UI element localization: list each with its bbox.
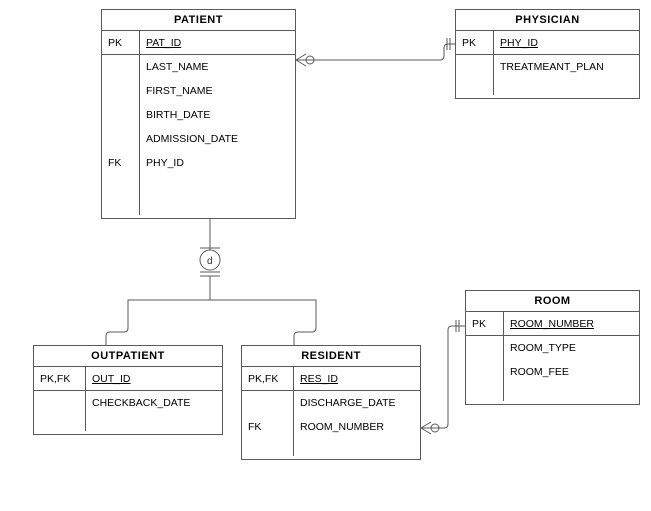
attr-cell: BIRTH_DATE bbox=[140, 103, 295, 127]
key-column: PK,FK FK bbox=[242, 367, 294, 456]
attr-cell: ROOM_NUMBER bbox=[294, 415, 420, 439]
entity-patient: PATIENT PK FK PAT_ID LAST_NAME FIRST_NAM… bbox=[101, 9, 296, 219]
attr-column: RES_ID DISCHARGE_DATE ROOM_NUMBER bbox=[294, 367, 420, 456]
attr-cell: OUT_ID bbox=[86, 367, 222, 391]
attr-cell: PHY_ID bbox=[140, 151, 295, 175]
entity-body: PK PHY_ID TREATMEANT_PLAN bbox=[456, 31, 639, 95]
key-cell: PK,FK bbox=[34, 367, 85, 391]
key-cell bbox=[102, 127, 139, 151]
attr-cell: ADMISSION_DATE bbox=[140, 127, 295, 151]
key-cell bbox=[102, 55, 139, 79]
key-cell: FK bbox=[102, 151, 139, 175]
key-cell: PK bbox=[102, 31, 139, 55]
attr-column: ROOM_NUMBER ROOM_TYPE ROOM_FEE bbox=[504, 312, 639, 401]
key-column: PK,FK bbox=[34, 367, 86, 431]
entity-physician: PHYSICIAN PK PHY_ID TREATMEANT_PLAN bbox=[455, 9, 640, 99]
entity-resident: RESIDENT PK,FK FK RES_ID DISCHARGE_DATE … bbox=[241, 345, 421, 460]
key-cell bbox=[456, 55, 493, 79]
attr-cell: RES_ID bbox=[294, 367, 420, 391]
attr-cell: CHECKBACK_DATE bbox=[86, 391, 222, 415]
discriminator-label: d bbox=[207, 256, 213, 267]
entity-title: RESIDENT bbox=[242, 346, 420, 367]
key-cell bbox=[102, 103, 139, 127]
attr-cell: ROOM_TYPE bbox=[504, 336, 639, 360]
attr-cell: FIRST_NAME bbox=[140, 79, 295, 103]
attr-cell: ROOM_FEE bbox=[504, 360, 639, 384]
entity-body: PK,FK OUT_ID CHECKBACK_DATE bbox=[34, 367, 222, 431]
entity-room: ROOM PK ROOM_NUMBER ROOM_TYPE ROOM_FEE bbox=[465, 290, 640, 405]
key-cell: PK,FK bbox=[242, 367, 293, 391]
entity-title: ROOM bbox=[466, 291, 639, 312]
attr-column: PHY_ID TREATMEANT_PLAN bbox=[494, 31, 639, 95]
entity-body: PK FK PAT_ID LAST_NAME FIRST_NAME BIRTH_… bbox=[102, 31, 295, 215]
key-cell bbox=[466, 336, 503, 360]
entity-title: PHYSICIAN bbox=[456, 10, 639, 31]
key-cell bbox=[102, 79, 139, 103]
key-column: PK bbox=[456, 31, 494, 95]
attr-cell: LAST_NAME bbox=[140, 55, 295, 79]
attr-cell: PHY_ID bbox=[494, 31, 639, 55]
key-cell bbox=[242, 391, 293, 415]
attr-column: PAT_ID LAST_NAME FIRST_NAME BIRTH_DATE A… bbox=[140, 31, 295, 215]
entity-body: PK ROOM_NUMBER ROOM_TYPE ROOM_FEE bbox=[466, 312, 639, 401]
key-column: PK bbox=[466, 312, 504, 401]
attr-column: OUT_ID CHECKBACK_DATE bbox=[86, 367, 222, 431]
attr-cell: TREATMEANT_PLAN bbox=[494, 55, 639, 79]
entity-body: PK,FK FK RES_ID DISCHARGE_DATE ROOM_NUMB… bbox=[242, 367, 420, 456]
entity-outpatient: OUTPATIENT PK,FK OUT_ID CHECKBACK_DATE bbox=[33, 345, 223, 435]
attr-cell: PAT_ID bbox=[140, 31, 295, 55]
er-diagram-canvas: d PATIENT PK FK PAT_ID bbox=[0, 0, 651, 511]
key-cell: FK bbox=[242, 415, 293, 439]
key-cell: PK bbox=[466, 312, 503, 336]
attr-cell: ROOM_NUMBER bbox=[504, 312, 639, 336]
key-cell: PK bbox=[456, 31, 493, 55]
key-column: PK FK bbox=[102, 31, 140, 215]
key-cell bbox=[466, 360, 503, 384]
key-cell bbox=[34, 391, 85, 415]
entity-title: OUTPATIENT bbox=[34, 346, 222, 367]
attr-cell: DISCHARGE_DATE bbox=[294, 391, 420, 415]
entity-title: PATIENT bbox=[102, 10, 295, 31]
